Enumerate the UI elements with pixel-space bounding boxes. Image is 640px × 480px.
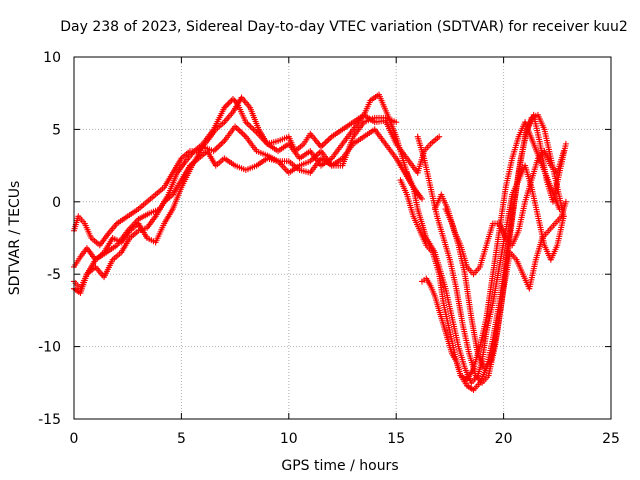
data-points: [71, 91, 569, 394]
data-point: [229, 95, 236, 102]
chart-title: Day 238 of 2023, Sidereal Day-to-day VTE…: [60, 19, 628, 35]
x-tick-label: 5: [177, 431, 186, 447]
x-tick-label: 15: [387, 431, 405, 447]
y-tick-label: -5: [47, 267, 61, 283]
y-tick-label: -10: [38, 340, 61, 356]
y-tick-label: 0: [52, 195, 61, 211]
data-point: [562, 198, 569, 205]
x-tick-label: 10: [280, 431, 298, 447]
data-point: [224, 101, 231, 108]
data-point: [393, 119, 400, 126]
x-axis-label: GPS time / hours: [281, 458, 398, 474]
tick-labels: 0 5 10 15 20 25 -15 -10 -5 0 5 10: [38, 50, 620, 447]
data-point: [222, 103, 229, 110]
y-tick-label: 10: [43, 50, 61, 66]
y-tick-label: -15: [38, 412, 61, 428]
data-point: [225, 100, 232, 107]
data-point: [227, 98, 234, 105]
x-tick-label: 25: [602, 431, 620, 447]
data-point: [562, 140, 569, 147]
x-tick-label: 20: [495, 431, 513, 447]
y-tick-label: 5: [52, 122, 61, 138]
y-axis-label: SDTVAR / TECUs: [7, 181, 23, 296]
plot-frame: [73, 56, 612, 420]
data-point: [418, 195, 425, 202]
data-point: [556, 206, 563, 213]
data-point: [221, 104, 228, 111]
data-point: [560, 148, 567, 155]
data-point: [231, 97, 238, 104]
data-point: [436, 133, 443, 140]
x-tick-label: 0: [70, 431, 79, 447]
